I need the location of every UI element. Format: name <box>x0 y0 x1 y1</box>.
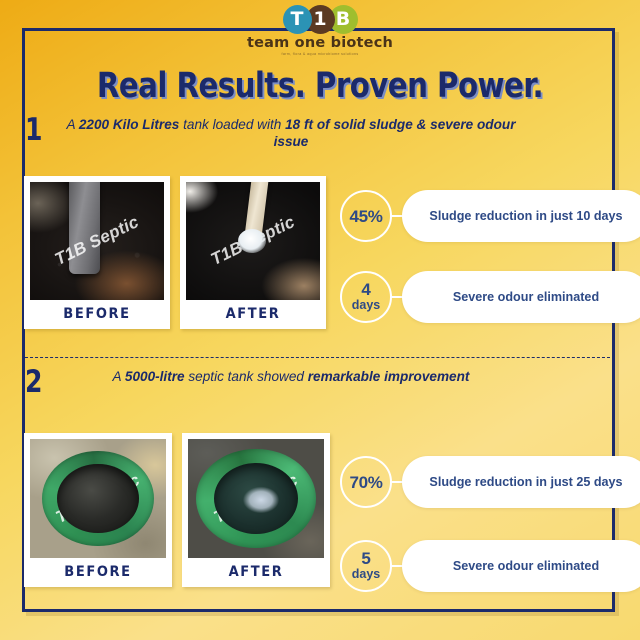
watermark-text: T1B Septic <box>207 212 298 270</box>
page-title: Real Results. Proven Power. <box>96 66 544 106</box>
section-1-result-2-text: Severe odour eliminated <box>402 271 640 323</box>
section-1-result-1-badge: 45% <box>340 190 392 242</box>
section-1-desc-part-3: tank loaded with <box>179 117 286 132</box>
section-1-desc-part-1: A <box>66 117 79 132</box>
pill-connector <box>391 295 403 299</box>
section-1-photo-before: T1B Septic BEFORE <box>24 176 170 329</box>
badge-value: 5 <box>361 549 371 569</box>
case-study-section-2: 2 A 5000-litre septic tank showed remark… <box>0 364 640 400</box>
badge-value: 4 <box>361 280 371 300</box>
section-2-result-1-badge: 70% <box>340 456 392 508</box>
section-2-desc-part-4: remarkable improvement <box>307 369 470 384</box>
brand-name: team one biotech <box>246 35 394 51</box>
section-2-heading: 2 A 5000-litre septic tank showed remark… <box>0 364 640 400</box>
section-1-description: A 2200 Kilo Litres tank loaded with 18 f… <box>52 116 530 151</box>
section-1-after-image: T1B Septic <box>186 182 320 300</box>
section-2-description: A 5000-litre septic tank showed remarkab… <box>52 368 530 385</box>
section-2-desc-part-3: septic tank showed <box>184 369 308 384</box>
section-2-after-image: T1B Septic <box>188 439 324 558</box>
section-2-desc-part-1: A <box>112 369 125 384</box>
pill-connector <box>391 214 403 218</box>
section-1-number: 1 <box>24 112 43 148</box>
section-2-photo-after: T1B Septic AFTER <box>182 433 330 587</box>
section-1-desc-part-4: 18 ft of solid sludge & severe odour iss… <box>273 117 516 150</box>
section-1-photo-after: T1B Septic AFTER <box>180 176 326 329</box>
section-2-result-1: 70% Sludge reduction in just 25 days <box>340 456 640 508</box>
section-2-result-2-badge: 5 days <box>340 540 392 592</box>
section-2-result-2: 5 days Severe odour eliminated <box>340 540 640 592</box>
section-2-photo-before: T1B Septic BEFORE <box>24 433 172 587</box>
watermark-text: T1B Septic <box>210 469 301 527</box>
section-2-before-image: T1B Septic <box>30 439 166 558</box>
badge-value: 45% <box>349 206 383 226</box>
section-2-after-label: AFTER <box>228 564 284 580</box>
section-2-result-2-text: Severe odour eliminated <box>402 540 640 592</box>
section-1-desc-part-2: 2200 Kilo Litres <box>78 117 180 132</box>
section-1-result-1-text: Sludge reduction in just 10 days <box>402 190 640 242</box>
watermark-text: T1B Septic <box>51 212 142 270</box>
pill-connector <box>391 480 403 484</box>
watermark-text: T1B Septic <box>52 469 143 527</box>
section-1-result-1: 45% Sludge reduction in just 10 days <box>340 190 640 242</box>
logo-circles: T 1 B <box>0 4 640 34</box>
logo-circle-t: T <box>282 4 312 34</box>
section-1-result-2: 4 days Severe odour eliminated <box>340 271 640 323</box>
section-2-number: 2 <box>24 364 43 400</box>
brand-logo-block: T 1 B team one biotech farm, flora & aqu… <box>0 4 640 56</box>
section-1-result-2-badge: 4 days <box>340 271 392 323</box>
brand-tagline: farm, flora & aqua microbiome solutions <box>281 52 359 56</box>
badge-unit: days <box>351 298 381 313</box>
section-1-heading: 1 A 2200 Kilo Litres tank loaded with 18… <box>0 112 640 151</box>
section-1-after-label: AFTER <box>225 306 281 322</box>
section-2-before-label: BEFORE <box>64 564 132 580</box>
badge-unit: days <box>351 567 381 582</box>
section-2-result-1-text: Sludge reduction in just 25 days <box>402 456 640 508</box>
pill-connector <box>391 564 403 568</box>
section-1-photo-row: T1B Septic BEFORE T1B Septic AFTER <box>24 176 326 329</box>
section-divider <box>25 357 615 358</box>
section-1-before-label: BEFORE <box>63 306 131 322</box>
section-2-desc-part-2: 5000-litre <box>124 369 185 384</box>
section-2-photo-row: T1B Septic BEFORE T1B Septic AFTER <box>24 433 330 587</box>
case-study-section-1: 1 A 2200 Kilo Litres tank loaded with 18… <box>0 112 640 151</box>
section-1-before-image: T1B Septic <box>30 182 164 300</box>
badge-value: 70% <box>349 472 383 492</box>
